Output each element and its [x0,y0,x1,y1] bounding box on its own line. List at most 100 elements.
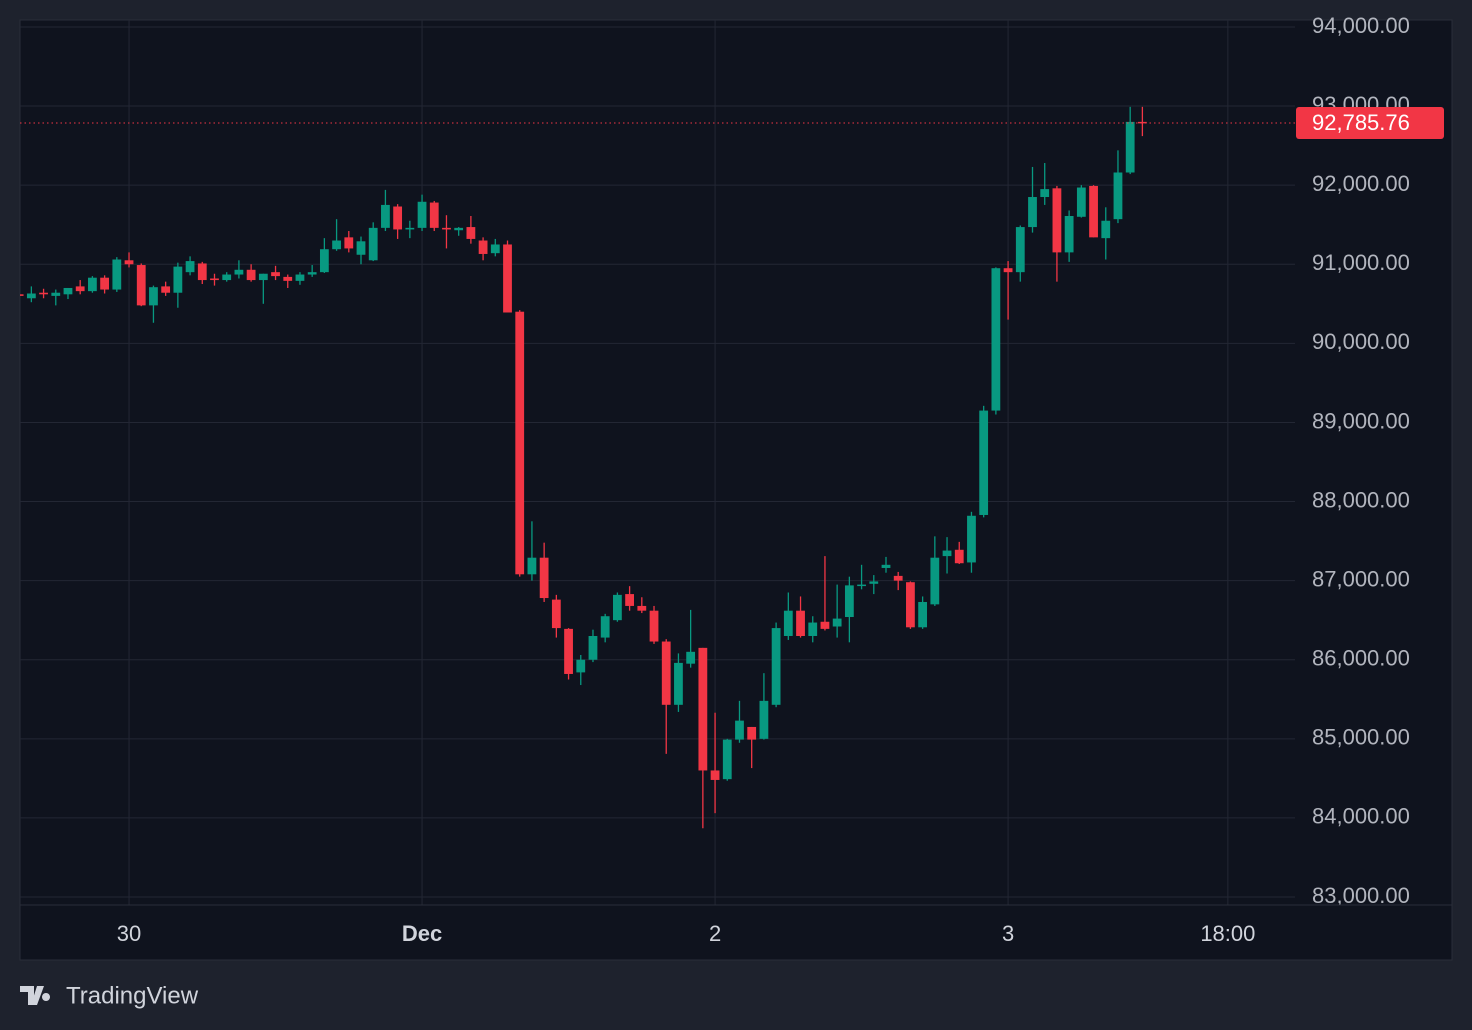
candle-body [149,287,158,306]
y-tick-label: 91,000.00 [1312,250,1410,275]
candle-body [20,294,24,296]
candle-body [686,651,696,664]
candle-body [722,739,732,780]
y-tick-label: 87,000.00 [1312,566,1410,591]
y-tick-label: 84,000.00 [1312,804,1410,829]
candle-body [51,292,61,296]
candle-body [503,244,512,313]
candle-body [1113,172,1123,220]
candle-body [197,263,207,281]
logo: TradingView [20,982,199,1009]
candle-body [527,557,537,575]
candle-body [234,269,244,275]
candle-body [869,581,879,584]
candle-body [1015,227,1025,273]
candle-body [1137,121,1147,124]
candle-body [857,584,866,587]
candle-body [979,410,989,515]
candle-body [588,635,598,660]
candle-body [906,582,915,628]
candle-body [808,622,818,636]
chart-panel [19,19,1453,961]
candle-body [393,206,403,230]
candle-body [1003,268,1013,273]
candle-body [942,550,952,557]
candle-body [271,272,280,277]
candle-body [222,274,232,281]
candle-body [381,204,390,228]
candle-body [698,647,708,771]
candle-body [478,240,488,254]
candle-body [63,287,73,295]
candle-body [1028,197,1037,228]
candle-body [747,726,757,740]
x-tick-label: Dec [402,921,442,946]
candle-body [991,268,1001,411]
candle-body [564,628,573,674]
candle-body [100,277,110,290]
y-tick-label: 88,000.00 [1312,487,1410,512]
candle-body [661,641,671,705]
candle-body [954,549,964,564]
candle-body [26,293,36,299]
candle-body [417,201,427,228]
x-tick-label: 30 [117,921,141,946]
candle-body [356,241,366,255]
time-axis: 30 Dec 2 3 18:00 [117,921,1256,946]
candle-body [295,274,305,281]
candle-body [515,311,525,575]
candle-body [930,557,940,605]
candle-body [246,269,256,281]
candle-body [39,292,48,295]
candle-body [735,720,744,740]
candle-body [173,266,183,293]
candle-body [1064,215,1074,253]
candle-body [1101,220,1111,239]
candle-body [600,616,610,638]
y-tick-label: 94,000.00 [1312,13,1410,38]
candle-body [490,244,500,254]
candle-body [637,605,647,611]
candle-body [429,202,439,228]
candle-body [442,227,451,230]
candle-body [783,610,793,636]
candle-body [820,621,830,629]
candle-body [710,770,720,780]
candle-body [185,261,195,273]
candle-body [1125,121,1135,173]
candle-body [1040,189,1050,198]
candle-body [844,585,854,618]
candle-body [210,278,219,281]
y-tick-label: 85,000.00 [1312,725,1410,750]
candle-body [136,265,146,306]
candle-body [771,628,781,705]
candle-body [918,601,928,628]
candle-body [454,227,464,231]
grid [20,20,1295,905]
y-tick-label: 89,000.00 [1312,408,1410,433]
candle-body [332,240,341,250]
candle-body [344,237,354,249]
candle-body [75,286,85,292]
x-tick-label: 3 [1002,921,1014,946]
last-price-tag [1296,107,1444,140]
last-price-label: 92,785.76 [1312,110,1410,135]
candle-body [466,227,476,239]
candle-body [368,227,378,261]
candle-body [307,272,317,275]
candle-body [1052,188,1062,253]
candle-body [319,249,329,273]
candle-body [759,700,769,739]
y-tick-label: 90,000.00 [1312,329,1410,354]
candle-body [539,557,549,599]
candle-body [551,599,561,629]
x-tick-label: 2 [709,921,721,946]
candle-body [967,515,976,563]
candle-body [893,575,903,581]
candle-body [283,276,293,281]
candle-body [88,277,97,292]
y-tick-label: 86,000.00 [1312,646,1410,671]
candle-body [881,564,891,568]
